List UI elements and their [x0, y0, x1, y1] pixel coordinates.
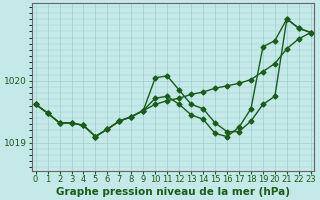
X-axis label: Graphe pression niveau de la mer (hPa): Graphe pression niveau de la mer (hPa) — [56, 187, 290, 197]
